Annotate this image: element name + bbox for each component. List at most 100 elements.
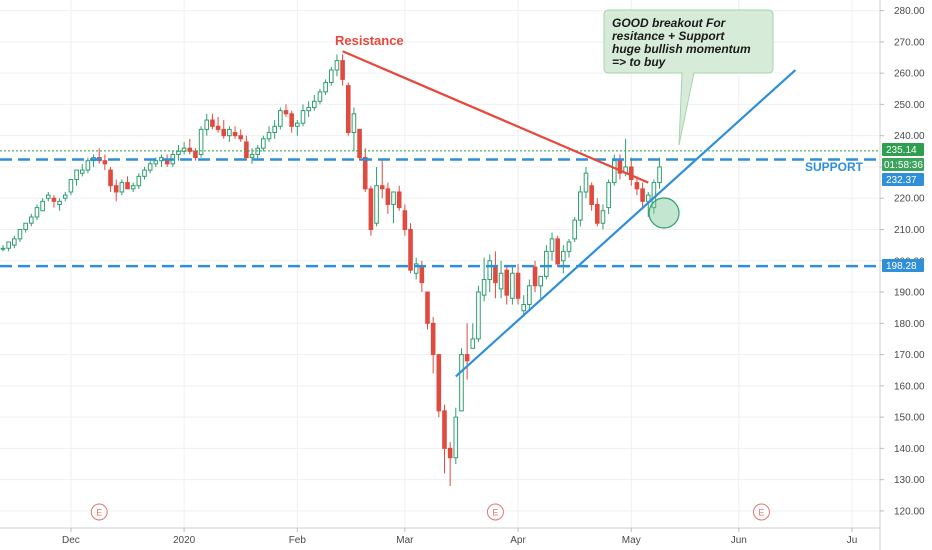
candle <box>578 185 583 227</box>
candle-body <box>640 188 645 202</box>
candle-body <box>34 207 40 218</box>
candle <box>561 245 566 274</box>
candle-body <box>147 163 153 171</box>
candle <box>628 157 634 186</box>
candle <box>12 235 17 249</box>
candle-body <box>102 160 108 165</box>
candle-body <box>323 82 328 93</box>
candle <box>295 120 300 136</box>
candle <box>470 323 476 349</box>
candle <box>408 223 413 274</box>
x-tick-label: 2020 <box>173 535 196 546</box>
countdown-value: 01:58:36 <box>884 160 923 171</box>
last-price-value: 235.14 <box>886 145 917 156</box>
candle <box>510 267 515 305</box>
candle-body <box>119 182 125 193</box>
candle <box>493 251 498 299</box>
candle-body <box>153 160 159 165</box>
candle <box>345 82 351 136</box>
candle-body <box>176 150 181 155</box>
candle <box>572 216 577 242</box>
y-tick-label: 130.00 <box>894 475 925 486</box>
candle-body <box>227 128 232 137</box>
candle <box>357 128 362 161</box>
y-tick-label: 120.00 <box>894 506 925 517</box>
candle <box>368 185 374 236</box>
candle-body <box>6 241 11 249</box>
candle <box>113 179 119 202</box>
candle-body <box>402 210 408 230</box>
candle-body <box>62 194 68 199</box>
candle-body <box>504 269 510 296</box>
candle-body <box>362 157 368 190</box>
candle-body <box>447 447 453 459</box>
candle <box>413 257 419 280</box>
candle-body <box>470 338 476 349</box>
candle-body <box>430 322 436 356</box>
candle <box>227 126 232 142</box>
candle <box>447 442 453 486</box>
candle <box>657 157 662 189</box>
candle <box>85 157 91 174</box>
candle-body <box>464 354 470 362</box>
candle-body <box>278 110 283 127</box>
candle-body <box>493 266 498 284</box>
candle <box>544 245 549 280</box>
candle-body <box>510 272 515 299</box>
candle <box>566 238 572 258</box>
candle <box>108 166 113 192</box>
candle <box>312 95 317 111</box>
candle <box>402 204 408 236</box>
y-tick-label: 250.00 <box>894 100 925 111</box>
candle <box>102 154 108 171</box>
candle <box>340 54 345 86</box>
callout-line-2: resitance + Support <box>612 29 725 43</box>
candle-body <box>0 247 6 250</box>
candle <box>232 126 238 139</box>
candle <box>396 185 402 211</box>
candle-body <box>391 191 396 205</box>
candle-body <box>215 125 221 130</box>
candle <box>555 235 560 268</box>
candle-body <box>40 200 45 212</box>
candle <box>459 348 464 412</box>
candle-body <box>498 272 504 290</box>
earnings-event-circle <box>90 503 108 521</box>
candle-body <box>442 410 447 449</box>
candle <box>481 257 487 302</box>
x-tick-label: Dec <box>62 535 80 546</box>
y-tick-label: 170.00 <box>894 350 925 361</box>
candle-body <box>425 291 430 324</box>
candle <box>289 110 294 133</box>
candle-body <box>595 203 600 224</box>
candle-body <box>566 241 572 252</box>
candle-body <box>396 191 402 209</box>
candle <box>119 179 125 196</box>
candle-body <box>328 69 334 84</box>
resistance-trendline <box>342 50 649 184</box>
callout-line-1: GOOD breakout For <box>612 16 727 30</box>
support-label: SUPPORT <box>805 160 864 174</box>
candle-body <box>68 178 74 193</box>
candle <box>334 54 340 77</box>
candle-body <box>136 175 142 187</box>
time-axis: Dec 2020 Feb Mar Apr May Jun Ju <box>0 527 880 546</box>
candle-body <box>538 275 544 287</box>
y-tick-label: 240.00 <box>894 131 925 142</box>
candle <box>379 160 385 199</box>
earnings-event-letter: E <box>758 508 764 518</box>
callout: GOOD breakout For resitance + Support hu… <box>603 9 774 146</box>
x-tick-label: Feb <box>289 535 307 546</box>
candle <box>391 191 396 224</box>
resistance-label: Resistance <box>335 33 404 48</box>
earnings-event-icon: E <box>752 503 770 521</box>
candle-body <box>476 291 481 340</box>
candle-body <box>611 160 617 184</box>
candle <box>504 267 510 305</box>
earnings-event-circle <box>752 503 770 521</box>
candle <box>130 182 136 192</box>
x-tick-label: Mar <box>396 535 414 546</box>
x-tick-label: Jun <box>731 535 747 546</box>
candle <box>68 178 74 196</box>
